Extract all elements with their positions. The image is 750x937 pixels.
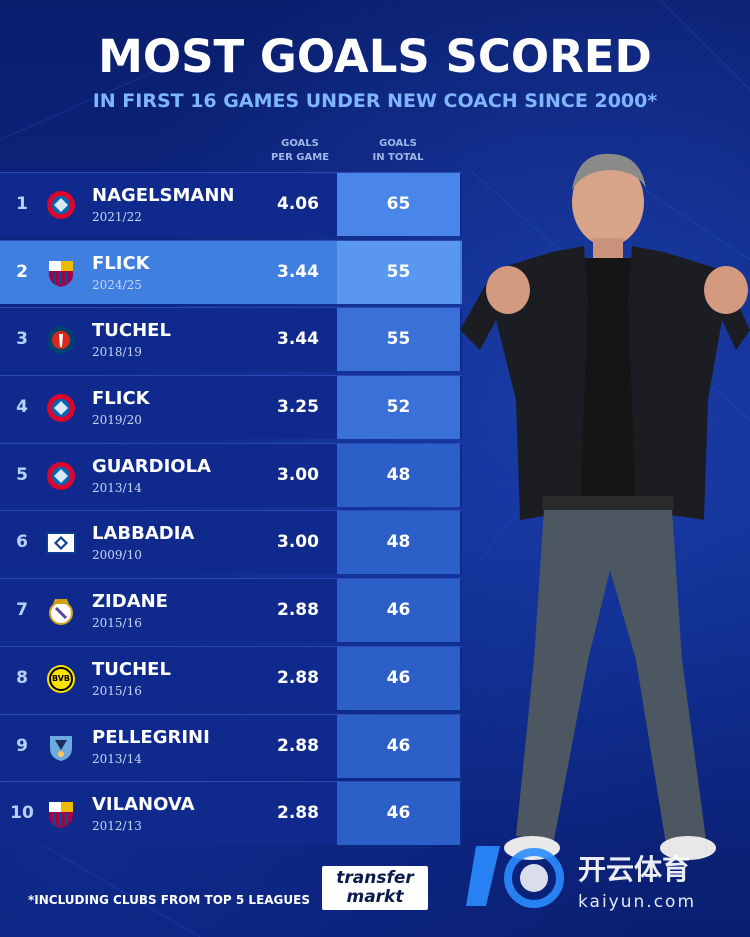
rank-number: 2 [16, 261, 28, 282]
footnote: *INCLUDING CLUBS FROM TOP 5 LEAGUES [28, 893, 310, 907]
page-subtitle: IN FIRST 16 GAMES UNDER NEW COACH SINCE … [92, 90, 658, 112]
dortmund-crest-icon: BVB [46, 664, 76, 694]
barcelona-crest-icon [46, 258, 76, 288]
svg-text:BVB: BVB [52, 674, 70, 683]
goals-per-game-value: 2.88 [277, 667, 319, 688]
table-row: 4 FLICK 2019/20 3.25 52 [0, 375, 462, 440]
table-row: 10 VILANOVA 2012/13 2.88 46 [0, 781, 462, 846]
coach-name: TUCHEL [92, 658, 171, 680]
goals-in-total-value: 65 [337, 173, 460, 236]
goals-per-game-value: 3.44 [277, 261, 319, 282]
goals-per-game-value: 2.88 [277, 735, 319, 756]
table-row: 5 GUARDIOLA 2013/14 3.00 48 [0, 442, 462, 507]
coach-name: FLICK [92, 252, 150, 274]
bayern-crest-icon [46, 393, 76, 423]
coach-name: TUCHEL [92, 320, 171, 342]
coach-name: FLICK [92, 388, 150, 410]
psg-crest-icon [46, 325, 76, 355]
table-row: 9 PELLEGRINI 2013/14 2.88 46 [0, 713, 462, 778]
ranking-table: 1 NAGELSMANN 2021/22 4.06 65 2 FLICK 2024/25 3.4… [0, 172, 462, 849]
table-row: 8 BVB TUCHEL 2015/16 2.88 46 [0, 645, 462, 710]
page-title: MOST GOALS SCORED [98, 30, 652, 83]
season: 2018/19 [92, 345, 142, 360]
season: 2019/20 [92, 413, 142, 428]
goals-in-total-value: 52 [337, 376, 460, 440]
season: 2009/10 [92, 548, 142, 563]
goals-per-game-value: 3.00 [277, 464, 319, 485]
kaiyun-watermark-logo [466, 846, 564, 908]
coach-name: ZIDANE [92, 591, 168, 613]
goals-per-game-header: GOALS PER GAME [270, 138, 330, 163]
season: 2013/14 [92, 480, 142, 495]
rank-number: 9 [16, 735, 28, 756]
goals-per-game-value: 3.44 [277, 329, 319, 350]
season: 2021/22 [92, 210, 142, 224]
rank-number: 1 [16, 194, 28, 214]
goals-in-total-value: 48 [337, 443, 460, 507]
rank-number: 5 [16, 464, 28, 485]
goals-per-game-value: 3.25 [277, 397, 319, 418]
real-madrid-crest-icon [46, 596, 76, 626]
rank-number: 8 [16, 667, 28, 688]
bayern-crest-icon [46, 461, 76, 491]
goals-in-total-header: GOALS IN TOTAL [372, 138, 424, 163]
goals-in-total-value: 48 [337, 511, 460, 575]
rank-number: 10 [10, 803, 34, 824]
goals-per-game-value: 2.88 [277, 803, 319, 824]
rank-number: 4 [16, 397, 28, 418]
season: 2015/16 [92, 616, 142, 631]
transfermarkt-logo: transfer markt [322, 866, 428, 910]
coach-name: LABBADIA [92, 523, 195, 545]
rank-number: 3 [16, 329, 28, 350]
man-city-crest-icon [46, 732, 76, 762]
barcelona-crest-icon [46, 799, 76, 829]
table-row: 1 NAGELSMANN 2021/22 4.06 65 [0, 172, 462, 236]
goals-per-game-value: 3.00 [277, 532, 319, 553]
watermark-chinese-text: 开云体育 [578, 853, 691, 886]
table-row: 2 FLICK 2024/25 3.44 55 [0, 239, 462, 304]
season: 2015/16 [92, 683, 142, 698]
season: 2024/25 [92, 277, 142, 292]
coach-name: NAGELSMANN [92, 185, 235, 206]
coach-name: PELLEGRINI [92, 726, 210, 748]
hamburg-crest-icon [46, 528, 76, 558]
table-row: 3 TUCHEL 2018/19 3.44 55 [0, 307, 462, 372]
rank-number: 6 [16, 532, 28, 553]
table-row: 7 ZIDANE 2015/16 2.88 46 [0, 578, 462, 643]
season: 2013/14 [92, 751, 142, 766]
watermark-domain-text: kaiyun.com [578, 892, 697, 912]
bayern-crest-icon [46, 190, 76, 220]
goals-in-total-value: 46 [337, 579, 460, 643]
coach-name: VILANOVA [92, 794, 195, 816]
goals-per-game-value: 2.88 [277, 600, 319, 621]
goals-in-total-value: 46 [337, 646, 460, 710]
goals-in-total-value: 55 [337, 240, 460, 304]
coach-photo [460, 153, 750, 860]
goals-in-total-value: 46 [337, 782, 460, 846]
season: 2012/13 [92, 819, 142, 834]
coach-name: GUARDIOLA [92, 455, 211, 477]
goals-in-total-value: 46 [337, 714, 460, 778]
table-row: 6 LABBADIA 2009/10 3.00 48 [0, 510, 462, 575]
goals-in-total-value: 55 [337, 308, 460, 372]
rank-number: 7 [16, 600, 28, 621]
goals-per-game-value: 4.06 [277, 194, 319, 214]
